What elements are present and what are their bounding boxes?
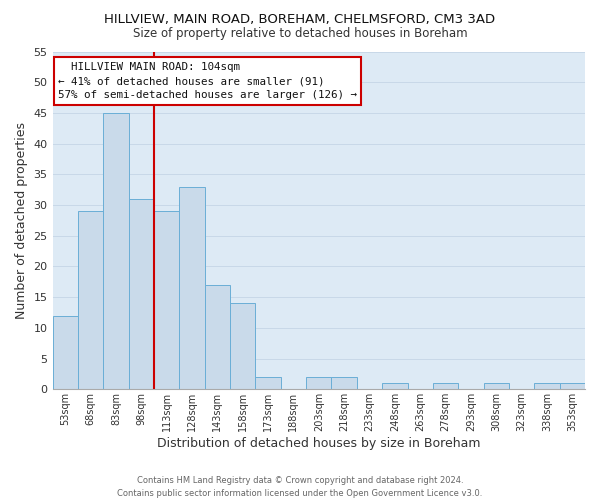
- Bar: [560, 383, 585, 390]
- Bar: [534, 383, 560, 390]
- Bar: [230, 304, 256, 390]
- Text: HILLVIEW MAIN ROAD: 104sqm
← 41% of detached houses are smaller (91)
57% of semi: HILLVIEW MAIN ROAD: 104sqm ← 41% of deta…: [58, 62, 357, 100]
- Bar: [205, 285, 230, 390]
- Bar: [53, 316, 78, 390]
- Bar: [306, 377, 331, 390]
- Bar: [103, 113, 128, 390]
- Bar: [78, 211, 103, 390]
- Text: Contains HM Land Registry data © Crown copyright and database right 2024.
Contai: Contains HM Land Registry data © Crown c…: [118, 476, 482, 498]
- X-axis label: Distribution of detached houses by size in Boreham: Distribution of detached houses by size …: [157, 437, 481, 450]
- Bar: [154, 211, 179, 390]
- Bar: [484, 383, 509, 390]
- Text: Size of property relative to detached houses in Boreham: Size of property relative to detached ho…: [133, 28, 467, 40]
- Y-axis label: Number of detached properties: Number of detached properties: [15, 122, 28, 319]
- Bar: [256, 377, 281, 390]
- Bar: [382, 383, 407, 390]
- Bar: [331, 377, 357, 390]
- Bar: [128, 199, 154, 390]
- Text: HILLVIEW, MAIN ROAD, BOREHAM, CHELMSFORD, CM3 3AD: HILLVIEW, MAIN ROAD, BOREHAM, CHELMSFORD…: [104, 12, 496, 26]
- Bar: [433, 383, 458, 390]
- Bar: [179, 186, 205, 390]
